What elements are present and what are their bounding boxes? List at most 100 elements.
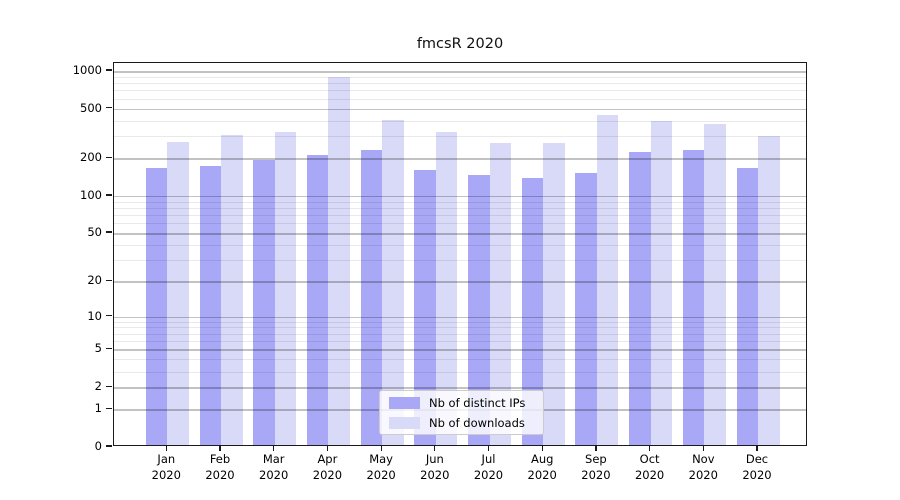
bar-downloads-jun	[435, 131, 458, 445]
minor-gridline-800	[114, 83, 806, 85]
bar-distinct-ips-aug	[521, 177, 544, 445]
x-tick-label-mar: Mar 2020	[259, 452, 289, 482]
minor-gridline-80	[114, 207, 806, 209]
y-tick-label-10: 10	[87, 308, 102, 323]
y-tick-mark-2	[106, 385, 112, 387]
bar-downloads-jan	[167, 142, 189, 445]
minor-gridline-7	[114, 333, 806, 335]
bar-distinct-ips-apr	[306, 155, 329, 445]
y-tick-label-5: 5	[94, 341, 102, 356]
x-tick-mark-sep	[595, 446, 597, 451]
major-gridline-20	[114, 281, 806, 283]
legend-label-downloads: Nb of downloads	[429, 415, 525, 430]
x-tick-mark-apr	[326, 446, 329, 451]
bar-distinct-ips-may	[360, 149, 383, 445]
x-tick-label-jul: Jul 2020	[473, 452, 504, 482]
y-tick-mark-100	[106, 194, 112, 196]
x-tick-mark-jun	[434, 446, 436, 451]
x-tick-mark-nov	[702, 446, 704, 451]
y-tick-mark-50	[106, 231, 112, 233]
y-tick-label-0: 0	[94, 439, 102, 453]
major-gridline-10	[114, 316, 806, 318]
x-tick-label-dec: Dec 2020	[742, 452, 772, 482]
legend-item-distinct-ips: Nb of distinct IPs	[389, 395, 535, 411]
x-tick-label-jun: Jun 2020	[420, 452, 450, 482]
bar-downloads-sep	[596, 114, 619, 445]
bar-downloads-jul	[489, 142, 511, 445]
x-tick-label-oct: Oct 2020	[634, 452, 665, 482]
y-tick-mark-20	[106, 279, 112, 281]
x-tick-mark-aug	[541, 446, 543, 451]
minor-gridline-70	[114, 215, 806, 217]
legend-swatch-downloads	[389, 416, 420, 429]
y-tick-mark-1	[106, 407, 112, 409]
y-tick-mark-10	[106, 314, 112, 317]
bar-downloads-nov	[704, 123, 726, 445]
bar-downloads-mar	[274, 131, 297, 445]
x-tick-mark-jul	[487, 446, 490, 451]
chart-title: fmcsR 2020	[416, 36, 504, 52]
y-tick-label-1000: 1000	[72, 63, 102, 77]
minor-gridline-400	[114, 120, 806, 122]
y-tick-label-1: 1	[94, 401, 102, 416]
minor-gridline-90	[114, 201, 806, 203]
y-tick-mark-1000	[106, 69, 112, 71]
legend-swatch-distinct-ips	[389, 396, 420, 409]
minor-gridline-6	[114, 341, 806, 343]
y-tick-mark-200	[106, 156, 112, 159]
bar-distinct-ips-feb	[199, 166, 221, 445]
bar-distinct-ips-jul	[468, 174, 490, 445]
y-tick-label-500: 500	[80, 100, 102, 115]
x-tick-mark-mar	[273, 446, 275, 451]
major-gridline-500	[114, 108, 806, 111]
bar-distinct-ips-jan	[145, 167, 168, 445]
major-gridline-100	[114, 195, 806, 198]
bar-downloads-feb	[221, 135, 243, 445]
bar-distinct-ips-dec	[736, 167, 758, 445]
x-tick-mark-dec	[756, 446, 758, 451]
legend-item-downloads: Nb of downloads	[389, 415, 535, 431]
minor-gridline-700	[114, 90, 806, 92]
legend: Nb of distinct IPs Nb of downloads	[379, 390, 544, 435]
bar-downloads-dec	[758, 135, 780, 445]
bar-downloads-aug	[543, 142, 565, 445]
bar-distinct-ips-oct	[629, 151, 651, 445]
minor-gridline-40	[114, 244, 806, 246]
y-tick-label-2: 2	[94, 379, 102, 394]
minor-gridline-30	[114, 260, 806, 262]
bar-distinct-ips-jun	[414, 169, 436, 445]
plot-area	[113, 62, 807, 446]
bar-distinct-ips-sep	[575, 173, 597, 445]
x-tick-label-may: May 2020	[366, 452, 396, 482]
minor-gridline-60	[114, 223, 806, 225]
minor-gridline-9	[114, 321, 806, 323]
x-tick-mark-may	[380, 446, 382, 451]
x-tick-label-apr: Apr 2020	[312, 452, 343, 482]
bar-downloads-apr	[328, 76, 350, 445]
x-tick-mark-feb	[219, 446, 221, 451]
minor-gridline-300	[114, 136, 806, 138]
x-tick-label-feb: Feb 2020	[205, 452, 235, 482]
x-tick-label-aug: Aug 2020	[527, 452, 557, 482]
x-tick-label-nov: Nov 2020	[688, 452, 718, 482]
bar-downloads-oct	[650, 120, 673, 445]
legend-label-distinct-ips: Nb of distinct IPs	[429, 395, 526, 410]
major-gridline-2	[114, 387, 806, 389]
x-tick-label-sep: Sep 2020	[581, 452, 611, 482]
y-tick-label-50: 50	[87, 225, 102, 240]
x-tick-mark-jan	[165, 446, 167, 451]
y-tick-mark-5	[106, 347, 112, 350]
y-tick-label-200: 200	[80, 150, 102, 165]
minor-gridline-4	[114, 359, 806, 361]
y-tick-mark-500	[106, 107, 112, 109]
bar-distinct-ips-nov	[682, 149, 705, 445]
bar-distinct-ips-mar	[253, 159, 275, 445]
minor-gridline-8	[114, 327, 806, 329]
y-tick-label-20: 20	[87, 273, 102, 288]
major-gridline-5	[114, 349, 806, 351]
major-gridline-50	[114, 233, 806, 235]
x-tick-label-jan: Jan 2020	[151, 452, 181, 482]
minor-gridline-3	[114, 371, 806, 373]
minor-gridline-600	[114, 98, 806, 100]
